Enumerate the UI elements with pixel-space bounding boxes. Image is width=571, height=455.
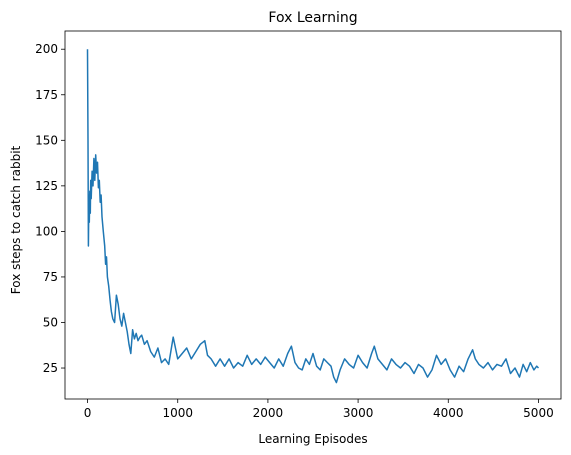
x-tick-label: 2000 xyxy=(253,406,284,420)
plot-area xyxy=(86,49,540,384)
x-axis-label: Learning Episodes xyxy=(258,432,367,446)
y-axis-label: Fox steps to catch rabbit xyxy=(9,145,23,294)
y-tick-label: 25 xyxy=(43,361,58,375)
x-tick-label: 5000 xyxy=(523,406,554,420)
x-tick-label: 0 xyxy=(84,406,92,420)
x-tick-label: 4000 xyxy=(433,406,464,420)
y-tick-label: 75 xyxy=(43,270,58,284)
chart-title: Fox Learning xyxy=(268,10,357,26)
plot-frame xyxy=(64,30,562,400)
x-axis: 0 1000 2000 3000 4000 5000 xyxy=(84,399,554,420)
y-axis: 25 50 75 100 125 150 175 200 xyxy=(35,42,65,375)
y-tick-label: 50 xyxy=(43,315,58,329)
y-tick-label: 150 xyxy=(35,133,58,147)
y-tick-label: 125 xyxy=(35,179,58,193)
x-tick-label: 1000 xyxy=(162,406,193,420)
x-tick-label: 3000 xyxy=(343,406,374,420)
y-tick-label: 175 xyxy=(35,88,58,102)
series-line xyxy=(86,49,540,384)
y-tick-label: 100 xyxy=(35,224,58,238)
y-tick-label: 200 xyxy=(35,42,58,56)
